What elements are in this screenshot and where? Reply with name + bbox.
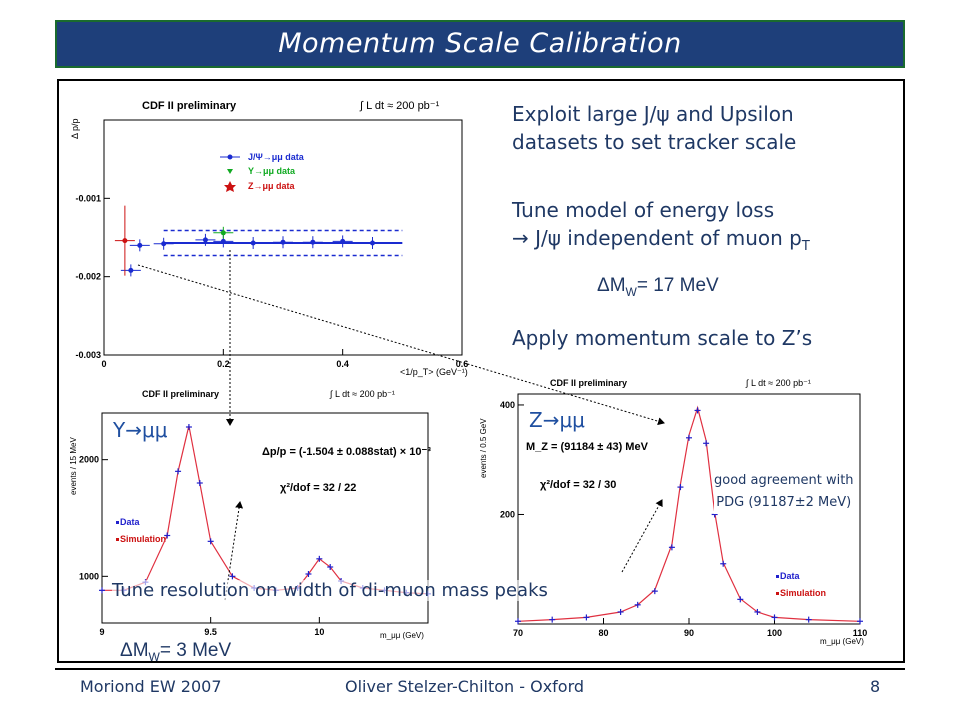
- chart3-legend-sim: Simulation: [780, 588, 826, 598]
- chart1-point: [137, 242, 143, 248]
- chart3-xtick-label: 90: [684, 628, 694, 638]
- chart-z-mass: CDF II preliminary ∫ L dt ≈ 200 pb⁻¹ eve…: [479, 378, 868, 646]
- chart1-point: [122, 238, 128, 244]
- delta-mw-17-sub: W: [625, 284, 637, 299]
- delta-mw-17-label: ΔM: [597, 275, 626, 296]
- delta-mw-17: ΔMW= 17 MeV: [597, 272, 719, 306]
- slide-title: Momentum Scale Calibration: [278, 28, 682, 59]
- chart1-point: [340, 238, 346, 244]
- chart1-legend: J/Ψ→μμ data Υ→μμ data Z→μμ data: [220, 152, 305, 192]
- chart2-ytick-label: 1000: [79, 571, 99, 581]
- chart2-xtick-label: 9.5: [204, 627, 217, 637]
- bullet-exploit-line1: Exploit large J/ψ and Upsilon: [512, 102, 794, 126]
- chart1-point: [370, 240, 375, 246]
- legend-marker-z: [224, 181, 236, 192]
- chart1-point: [220, 230, 226, 236]
- chart3-legend-sim-swatch: [776, 592, 779, 595]
- chart3-xtick-label: 110: [853, 628, 868, 638]
- tune-resolution-note: Tune resolution on width of di-muon mass…: [112, 580, 548, 601]
- chart1-title: CDF II preliminary: [142, 100, 237, 112]
- chart3-lumi: ∫ L dt ≈ 200 pb⁻¹: [745, 378, 811, 388]
- chart2-legend-sim: Simulation: [120, 534, 166, 544]
- delta-mw-3: ΔMW= 3 MeV: [120, 640, 231, 664]
- chart1-xlabel: <1/p_T> (GeV⁻¹): [400, 367, 468, 377]
- chart1-point: [161, 241, 167, 247]
- chart3-xtick-label: 80: [598, 628, 608, 638]
- legend-ups: Υ→μμ data: [248, 166, 296, 176]
- chart2-legend-data: Data: [120, 517, 141, 527]
- chart2-plot-frame: [101, 412, 429, 624]
- chart3-xlabel: m_μμ (GeV): [820, 637, 864, 646]
- arrow-res-z: [621, 499, 663, 573]
- chart1-point: [128, 267, 134, 273]
- chart1-ytick-label: -0.001: [75, 193, 101, 203]
- chart1-point: [202, 237, 208, 243]
- delta-mw-3-sub: W: [148, 649, 160, 664]
- chart1-ytick-label: -0.003: [75, 350, 101, 360]
- chart2-title: CDF II preliminary: [142, 389, 219, 399]
- chart2-ylabel: events / 15 MeV: [69, 437, 78, 495]
- chart3-title: CDF II preliminary: [550, 378, 627, 388]
- footer-page-number: 8: [870, 677, 881, 696]
- bullet-energy-loss-line2-text: → J/ψ independent of muon p: [512, 226, 802, 250]
- chart3-ytick-label: 200: [500, 509, 515, 519]
- chart1-point: [250, 240, 256, 246]
- chart2-legend-sim-swatch: [116, 538, 119, 541]
- chart1-ytick-label: -0.002: [75, 272, 101, 282]
- chart3-xtick-label: 100: [767, 628, 782, 638]
- footer-center: Oliver Stelzer-Chilton - Oxford: [345, 677, 585, 696]
- chart2-annotation-chi2: χ²/dof = 32 / 22: [280, 482, 356, 494]
- chart3-legend-data-swatch: [776, 575, 779, 578]
- chart3-ylabel: events / 0.5 GeV: [479, 418, 488, 478]
- bullet-energy-loss-line2: → J/ψ independent of muon pT: [512, 224, 810, 261]
- chart2-legend-data-swatch: [116, 521, 119, 524]
- chart1-xtick-label: 0: [101, 359, 106, 369]
- pdg-agreement-note: good agreement with PDG (91187±2 MeV): [714, 470, 854, 514]
- chart1-xtick-label: 0.4: [336, 359, 349, 369]
- chart3-legend-data: Data: [780, 571, 801, 581]
- chart2-xtick-label: 9: [99, 627, 104, 637]
- delta-mw-3-label: ΔM: [120, 640, 149, 661]
- chart1-ylabel: Δ p/p: [70, 118, 80, 139]
- legend-marker-ups: [227, 169, 233, 174]
- legend-jpsi: J/Ψ→μμ data: [248, 152, 305, 162]
- chart1-xtick-label: 0.2: [217, 359, 230, 369]
- bullet-energy-loss: Tune model of energy loss → J/ψ independ…: [512, 196, 810, 261]
- delta-mw-3-value: = 3 MeV: [159, 640, 232, 661]
- content-frame: [57, 79, 905, 663]
- chart-dpp-vs-invpt: CDF II preliminary ∫ L dt ≈ 200 pb⁻¹ Δ p…: [70, 100, 469, 377]
- chart1-plot-frame: [103, 119, 463, 356]
- chart3-ytick-label: 400: [500, 400, 515, 410]
- footer-rule: [55, 668, 905, 670]
- chart1-xtick-label: 0.6: [456, 359, 469, 369]
- chart2-ytick-label: 2000: [79, 455, 99, 465]
- legend-z: Z→μμ data: [248, 181, 296, 191]
- slide-title-bar: Momentum Scale Calibration: [55, 20, 905, 68]
- chart3-simulation-curve: [517, 405, 861, 622]
- bullet-energy-loss-line1: Tune model of energy loss: [512, 198, 775, 222]
- arrow-z-point-to-peak: [137, 264, 665, 426]
- chart1-lumi: ∫ L dt ≈ 200 pb⁻¹: [359, 100, 440, 112]
- chart3-annotation-mz: M_Z = (91184 ± 43) MeV: [526, 441, 649, 453]
- chart2-xlabel: m_μμ (GeV): [380, 631, 424, 640]
- bullet-exploit-line2: datasets to set tracker scale: [512, 130, 797, 154]
- footer-left: Moriond EW 2007: [80, 677, 222, 696]
- bullet-apply-scale: Apply momentum scale to Z’s: [512, 326, 813, 350]
- chart2-annotation-dpp: Δp/p = (-1.504 ± 0.088stat) × 10⁻³: [262, 446, 431, 458]
- chart3-annotation-chi2: χ²/dof = 32 / 30: [540, 479, 616, 491]
- bullet-exploit: Exploit large J/ψ and Upsilon datasets t…: [512, 100, 796, 156]
- pt-subscript: T: [801, 239, 810, 254]
- pdg-agreement-line1: good agreement with: [714, 473, 854, 488]
- z-label: Z→μμ: [529, 408, 585, 432]
- chart1-point: [220, 238, 226, 244]
- chart1-point: [310, 239, 316, 245]
- chart2-lumi: ∫ L dt ≈ 200 pb⁻¹: [329, 389, 395, 399]
- delta-mw-17-value: = 17 MeV: [636, 275, 719, 296]
- upsilon-label: Y→μμ: [113, 418, 168, 442]
- pdg-agreement-line2: PDG (91187±2 MeV): [716, 495, 852, 510]
- chart2-xtick-label: 10: [314, 627, 324, 637]
- chart3-xtick-label: 70: [513, 628, 523, 638]
- chart1-point: [280, 239, 286, 245]
